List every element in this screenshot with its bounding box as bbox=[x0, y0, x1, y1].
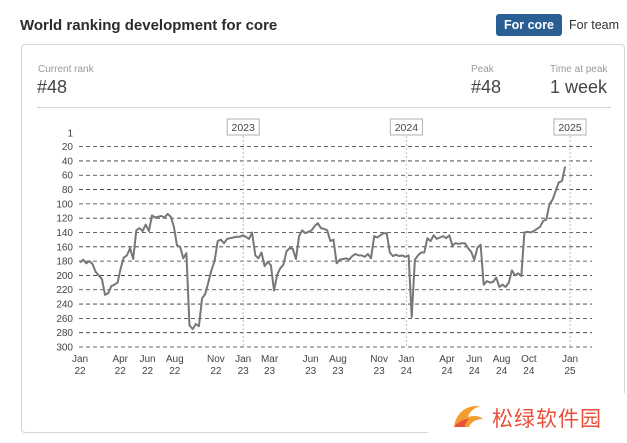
x-tick-month: Jun bbox=[466, 354, 482, 365]
y-tick-label: 300 bbox=[56, 343, 73, 354]
x-tick-year: 22 bbox=[115, 366, 127, 377]
y-tick-label: 60 bbox=[62, 171, 74, 182]
x-tick-month: Jan bbox=[562, 354, 578, 365]
x-tick-year: 24 bbox=[469, 366, 481, 377]
x-tick-year: 25 bbox=[564, 366, 576, 377]
x-tick-month: Oct bbox=[521, 354, 537, 365]
year-marker-box bbox=[389, 118, 423, 136]
y-tick-label: 240 bbox=[56, 300, 73, 311]
x-tick-month: Nov bbox=[370, 354, 388, 365]
x-tick-year: 22 bbox=[142, 366, 154, 377]
time-at-peak-value: 1 week bbox=[550, 77, 608, 97]
y-tick-label: 200 bbox=[56, 271, 73, 282]
x-tick-month: Apr bbox=[439, 354, 455, 365]
y-tick-label: 40 bbox=[62, 156, 74, 167]
x-tick-month: Jan bbox=[398, 354, 414, 365]
x-tick-month: Apr bbox=[112, 354, 128, 365]
x-tick-month: Mar bbox=[261, 354, 279, 365]
x-tick-month: Aug bbox=[166, 354, 184, 365]
x-tick-year: 23 bbox=[238, 366, 250, 377]
x-tick-month: Jan bbox=[72, 354, 88, 365]
x-tick-year: 22 bbox=[169, 366, 181, 377]
toggle-for-team[interactable]: For team bbox=[569, 18, 620, 32]
x-tick-year: 24 bbox=[401, 366, 413, 377]
page-title: World ranking development for core bbox=[20, 17, 278, 34]
toggle-for-core[interactable]: For core bbox=[496, 14, 563, 36]
x-tick-year: 23 bbox=[305, 366, 317, 377]
x-tick-month: Jun bbox=[139, 354, 155, 365]
x-tick-year: 23 bbox=[264, 366, 276, 377]
x-tick-year: 23 bbox=[332, 366, 344, 377]
year-marker-box bbox=[553, 118, 587, 136]
y-tick-label: 100 bbox=[56, 199, 73, 210]
year-marker-box bbox=[226, 118, 260, 136]
current-rank-label: Current rank bbox=[38, 64, 94, 75]
watermark: 松绿软件园 bbox=[428, 393, 627, 443]
y-tick-label: 1 bbox=[67, 129, 73, 140]
y-tick-label: 260 bbox=[56, 314, 73, 325]
watermark-text: 松绿软件园 bbox=[492, 407, 602, 431]
x-tick-month: Nov bbox=[207, 354, 225, 365]
y-tick-label: 220 bbox=[56, 285, 73, 296]
x-tick-year: 24 bbox=[496, 366, 508, 377]
x-tick-month: Aug bbox=[329, 354, 347, 365]
time-at-peak-label: Time at peak bbox=[550, 64, 608, 75]
y-tick-label: 120 bbox=[56, 214, 73, 225]
x-tick-month: Jan bbox=[235, 354, 251, 365]
stats-separator bbox=[37, 107, 611, 108]
x-tick-year: 22 bbox=[74, 366, 86, 377]
year-marker-label: 2024 bbox=[395, 122, 419, 134]
year-marker-label: 2025 bbox=[558, 122, 582, 134]
peak-label: Peak bbox=[471, 64, 494, 75]
x-tick-month: Jun bbox=[303, 354, 319, 365]
peak-value: #48 bbox=[471, 77, 502, 97]
y-tick-label: 180 bbox=[56, 257, 73, 268]
y-tick-label: 160 bbox=[56, 242, 73, 253]
x-tick-year: 22 bbox=[210, 366, 222, 377]
x-tick-year: 24 bbox=[441, 366, 453, 377]
watermark-logo-icon bbox=[454, 405, 483, 427]
x-tick-month: Aug bbox=[493, 354, 511, 365]
x-tick-year: 24 bbox=[523, 366, 535, 377]
current-rank-value: #48 bbox=[37, 77, 68, 97]
y-tick-label: 80 bbox=[62, 185, 74, 196]
rank-line bbox=[79, 166, 567, 331]
y-tick-label: 140 bbox=[56, 228, 73, 239]
y-tick-label: 280 bbox=[56, 328, 73, 339]
ranking-card bbox=[21, 44, 625, 433]
y-tick-label: 20 bbox=[62, 142, 74, 153]
year-marker-label: 2023 bbox=[232, 122, 256, 134]
x-tick-year: 23 bbox=[374, 366, 386, 377]
